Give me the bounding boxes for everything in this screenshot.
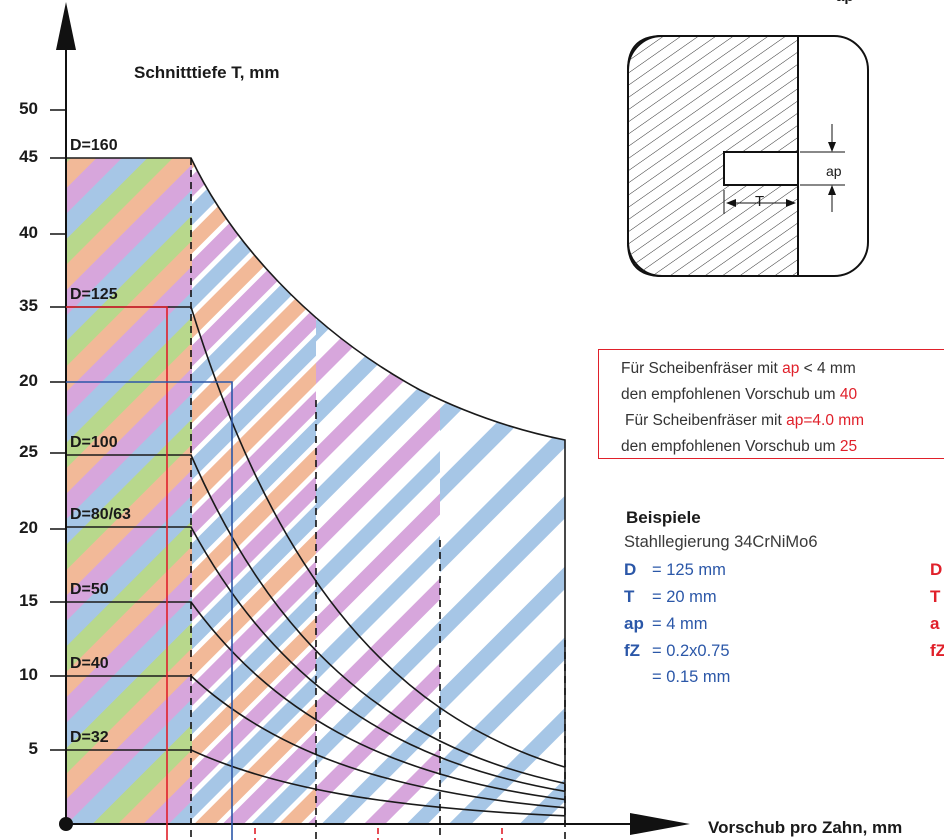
- origin-dot: [59, 817, 73, 831]
- x-axis-label: Vorschub pro Zahn, mm: [708, 818, 903, 837]
- y-tick-label: 35: [19, 296, 38, 315]
- note-line-4: den empfohlenen Vorschub um 25: [621, 438, 858, 455]
- example-right-key: fZ: [930, 641, 944, 660]
- y-axis-label: Schnitttiefe T, mm: [134, 63, 280, 82]
- dashed-lines: [190, 158, 566, 840]
- note-box: Für Scheibenfräser mit ap < 4 mm den emp…: [598, 349, 944, 459]
- y-tick-label: 10: [19, 665, 38, 684]
- series-label: D=125: [70, 286, 118, 303]
- cross-section-diagram: [627, 35, 869, 277]
- example-right-key: D: [930, 560, 943, 579]
- example-row: D = 125 mm: [624, 560, 726, 579]
- series-label: D=80/63: [70, 506, 131, 523]
- series-label: D=32: [70, 729, 109, 746]
- series-curve: [66, 675, 566, 809]
- example-row: ap = 4 mm: [624, 614, 708, 633]
- series-curve: [66, 601, 566, 801]
- example-red-line: [66, 306, 168, 840]
- example-right-key: a: [930, 614, 940, 633]
- series-curve: [66, 306, 566, 768]
- example-row: = 0.15 mm: [652, 668, 731, 686]
- note-line-3: Für Scheibenfräser mit ap=4.0 mm: [625, 412, 865, 429]
- diagram-ap-label: ap: [826, 163, 842, 179]
- axis-ticks: [50, 109, 66, 751]
- example-row: fZ = 0.2x0.75: [624, 641, 730, 660]
- curves: [66, 157, 566, 824]
- diagram-t-label: T: [755, 193, 765, 210]
- example-blue-line: [66, 381, 233, 840]
- y-tick-label: 15: [19, 591, 38, 610]
- y-tick-label: 40: [19, 223, 38, 242]
- y-tick-label: 50: [19, 99, 38, 118]
- x-axis-arrow: [630, 813, 690, 835]
- series-curve: [66, 157, 566, 824]
- series-curve: [66, 749, 566, 817]
- series-label: D=160: [70, 137, 118, 154]
- note-line-2: den empfohlenen Vorschub um 40: [621, 386, 858, 403]
- example-title: Beispiele: [626, 508, 701, 527]
- series-curve: [66, 526, 566, 793]
- series-label: D=100: [70, 434, 118, 451]
- series-curve: [66, 454, 566, 785]
- y-axis-arrow: [56, 2, 76, 50]
- y-tick-label: 25: [19, 442, 38, 461]
- series-label: D=50: [70, 581, 109, 598]
- example-row: T = 20 mm: [624, 587, 717, 606]
- y-tick-label: 5: [28, 739, 38, 758]
- y-tick-label: 20: [19, 518, 38, 537]
- example-right-key: T: [930, 587, 941, 606]
- y-tick-label: 45: [19, 147, 38, 166]
- note-line-1: Für Scheibenfräser mit ap < 4 mm: [621, 360, 856, 377]
- y-tick-label: 20: [19, 371, 38, 390]
- diagram-header: ap: [836, 0, 854, 5]
- example-material: Stahllegierung 34CrNiMo6: [624, 533, 818, 551]
- series-label: D=40: [70, 655, 109, 672]
